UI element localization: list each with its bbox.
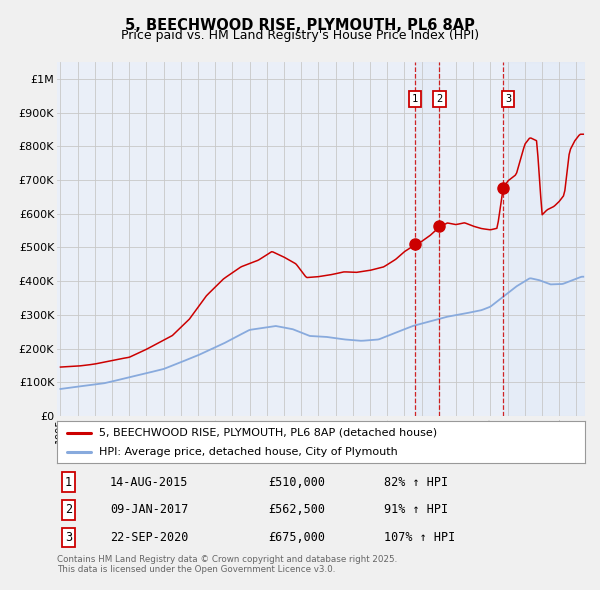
Text: 1: 1 (412, 94, 418, 104)
Text: 3: 3 (505, 94, 511, 104)
Text: 22-SEP-2020: 22-SEP-2020 (110, 531, 188, 544)
Text: HPI: Average price, detached house, City of Plymouth: HPI: Average price, detached house, City… (99, 447, 398, 457)
Text: 2: 2 (65, 503, 72, 516)
Text: 5, BEECHWOOD RISE, PLYMOUTH, PL6 8AP: 5, BEECHWOOD RISE, PLYMOUTH, PL6 8AP (125, 18, 475, 32)
Bar (415, 62, 439, 416)
Text: 09-JAN-2017: 09-JAN-2017 (110, 503, 188, 516)
Text: £510,000: £510,000 (268, 476, 325, 489)
Text: 107% ↑ HPI: 107% ↑ HPI (385, 531, 455, 544)
Text: 82% ↑ HPI: 82% ↑ HPI (385, 476, 448, 489)
Text: 1: 1 (65, 476, 72, 489)
Text: 5, BEECHWOOD RISE, PLYMOUTH, PL6 8AP (detached house): 5, BEECHWOOD RISE, PLYMOUTH, PL6 8AP (de… (99, 428, 437, 438)
Text: 3: 3 (65, 531, 72, 544)
Text: 2: 2 (436, 94, 442, 104)
Text: Contains HM Land Registry data © Crown copyright and database right 2025.
This d: Contains HM Land Registry data © Crown c… (57, 555, 397, 574)
Text: £675,000: £675,000 (268, 531, 325, 544)
Text: 91% ↑ HPI: 91% ↑ HPI (385, 503, 448, 516)
Text: £562,500: £562,500 (268, 503, 325, 516)
Text: 14-AUG-2015: 14-AUG-2015 (110, 476, 188, 489)
Bar (503, 62, 585, 416)
Text: Price paid vs. HM Land Registry's House Price Index (HPI): Price paid vs. HM Land Registry's House … (121, 30, 479, 42)
